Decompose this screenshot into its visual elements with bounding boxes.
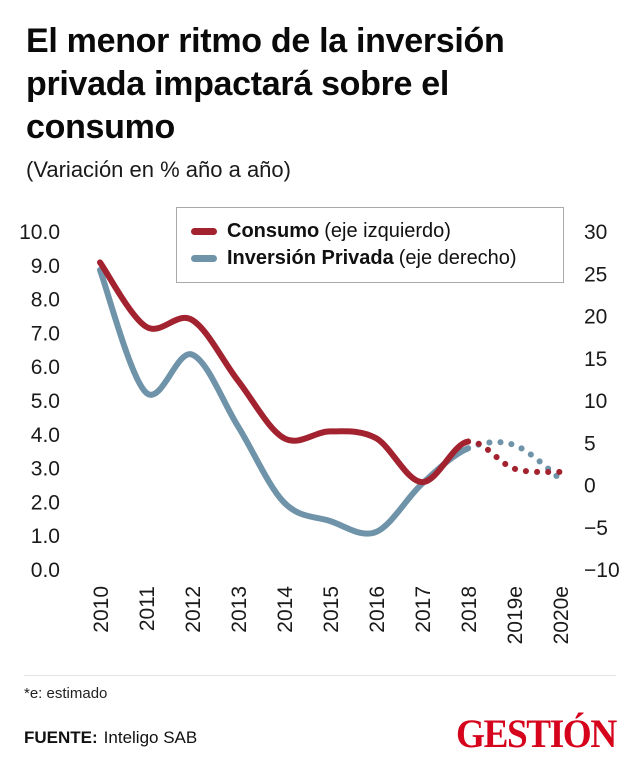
right-axis-tick-label: 0 — [584, 475, 596, 498]
line-chart: 10.0 9.0 8.0 7.0 6.0 5.0 4.0 3.0 2.0 1.0 0.0 30 25 20… — [19, 221, 620, 644]
legend-item-consumo: Consumo (eje izquierdo) — [191, 218, 549, 245]
series-line-0 — [97, 259, 471, 486]
x-axis-year-label: 2017 — [412, 586, 435, 633]
brand-logo: GESTIÓN — [456, 711, 617, 757]
right-axis-tick-label: −10 — [584, 559, 620, 582]
right-axis-tick-label: 15 — [584, 348, 607, 371]
right-axis-tick-label: −5 — [584, 517, 608, 540]
consumo-line-swatch — [191, 228, 217, 236]
left-axis-tick-label: 5.0 — [31, 390, 60, 413]
header: El menor ritmo de la inversión privada i… — [0, 0, 640, 183]
left-axis-tick-label: 6.0 — [31, 357, 60, 380]
left-axis-tick-label: 9.0 — [31, 255, 60, 278]
x-axis-year-label: 2011 — [136, 586, 159, 631]
footer: FUENTE: Inteligo SAB GESTIÓN — [24, 711, 617, 757]
right-axis-tick-label: 5 — [584, 433, 596, 456]
x-axis-year-label: 2014 — [274, 586, 297, 633]
chart-legend: Consumo (eje izquierdo) Inversión Privad… — [176, 207, 564, 284]
page-title: El menor ritmo de la inversión privada i… — [26, 20, 614, 148]
chart-subtitle: (Variación en % año a año) — [26, 157, 291, 183]
title-line-3: consumo — [26, 107, 176, 146]
estimate-footnote: *e: estimado — [24, 675, 616, 702]
x-axis-year-label: 2018 — [458, 586, 481, 633]
x-axis-year-label: 2010 — [90, 586, 113, 633]
left-axis-tick-label: 3.0 — [31, 458, 60, 481]
x-axis-year-label: 2013 — [228, 586, 251, 633]
title-line-1: El menor ritmo de la inversión — [26, 22, 505, 60]
right-axis-tick-label: 30 — [584, 221, 607, 244]
legend-detail: (eje izquierdo) — [324, 220, 451, 243]
x-axis-year-label: 2020e — [550, 586, 573, 644]
left-axis-tick-label: 8.0 — [31, 289, 60, 312]
series-forecast-dots-0 — [465, 439, 563, 476]
x-axis-year-label: 2019e — [504, 586, 527, 644]
chart-area: 10.0 9.0 8.0 7.0 6.0 5.0 4.0 3.0 2.0 1.0 0.0 30 25 20… — [0, 197, 640, 667]
source-value: Inteligo SAB — [103, 728, 198, 748]
left-axis-tick-label: 10.0 — [19, 221, 60, 244]
legend-detail: (eje derecho) — [398, 247, 517, 270]
left-axis-tick-label: 7.0 — [31, 323, 60, 346]
left-axis-tick-label: 1.0 — [31, 526, 60, 549]
legend-label: Consumo — [227, 220, 320, 243]
legend-item-inversion-privada: Inversión Privada (eje derecho) — [191, 245, 549, 272]
left-axis-tick-label: 2.0 — [31, 492, 60, 515]
source-line: FUENTE: Inteligo SAB — [24, 728, 197, 754]
source-label: FUENTE: — [24, 728, 98, 748]
right-axis-tick-label: 10 — [584, 390, 607, 413]
right-axis-tick-label: 25 — [584, 264, 607, 287]
x-axis-year-label: 2015 — [320, 586, 343, 633]
left-axis-tick-label: 0.0 — [31, 559, 60, 582]
right-axis-tick-label: 20 — [584, 306, 607, 329]
x-axis-year-label: 2012 — [182, 586, 205, 633]
inversion-line-swatch — [191, 255, 217, 263]
left-axis-tick-label: 4.0 — [31, 424, 60, 447]
series-line-1 — [97, 267, 471, 538]
title-line-2: privada impactará sobre el — [26, 64, 450, 103]
legend-label: Inversión Privada — [227, 247, 394, 270]
x-axis-year-label: 2016 — [366, 586, 389, 633]
